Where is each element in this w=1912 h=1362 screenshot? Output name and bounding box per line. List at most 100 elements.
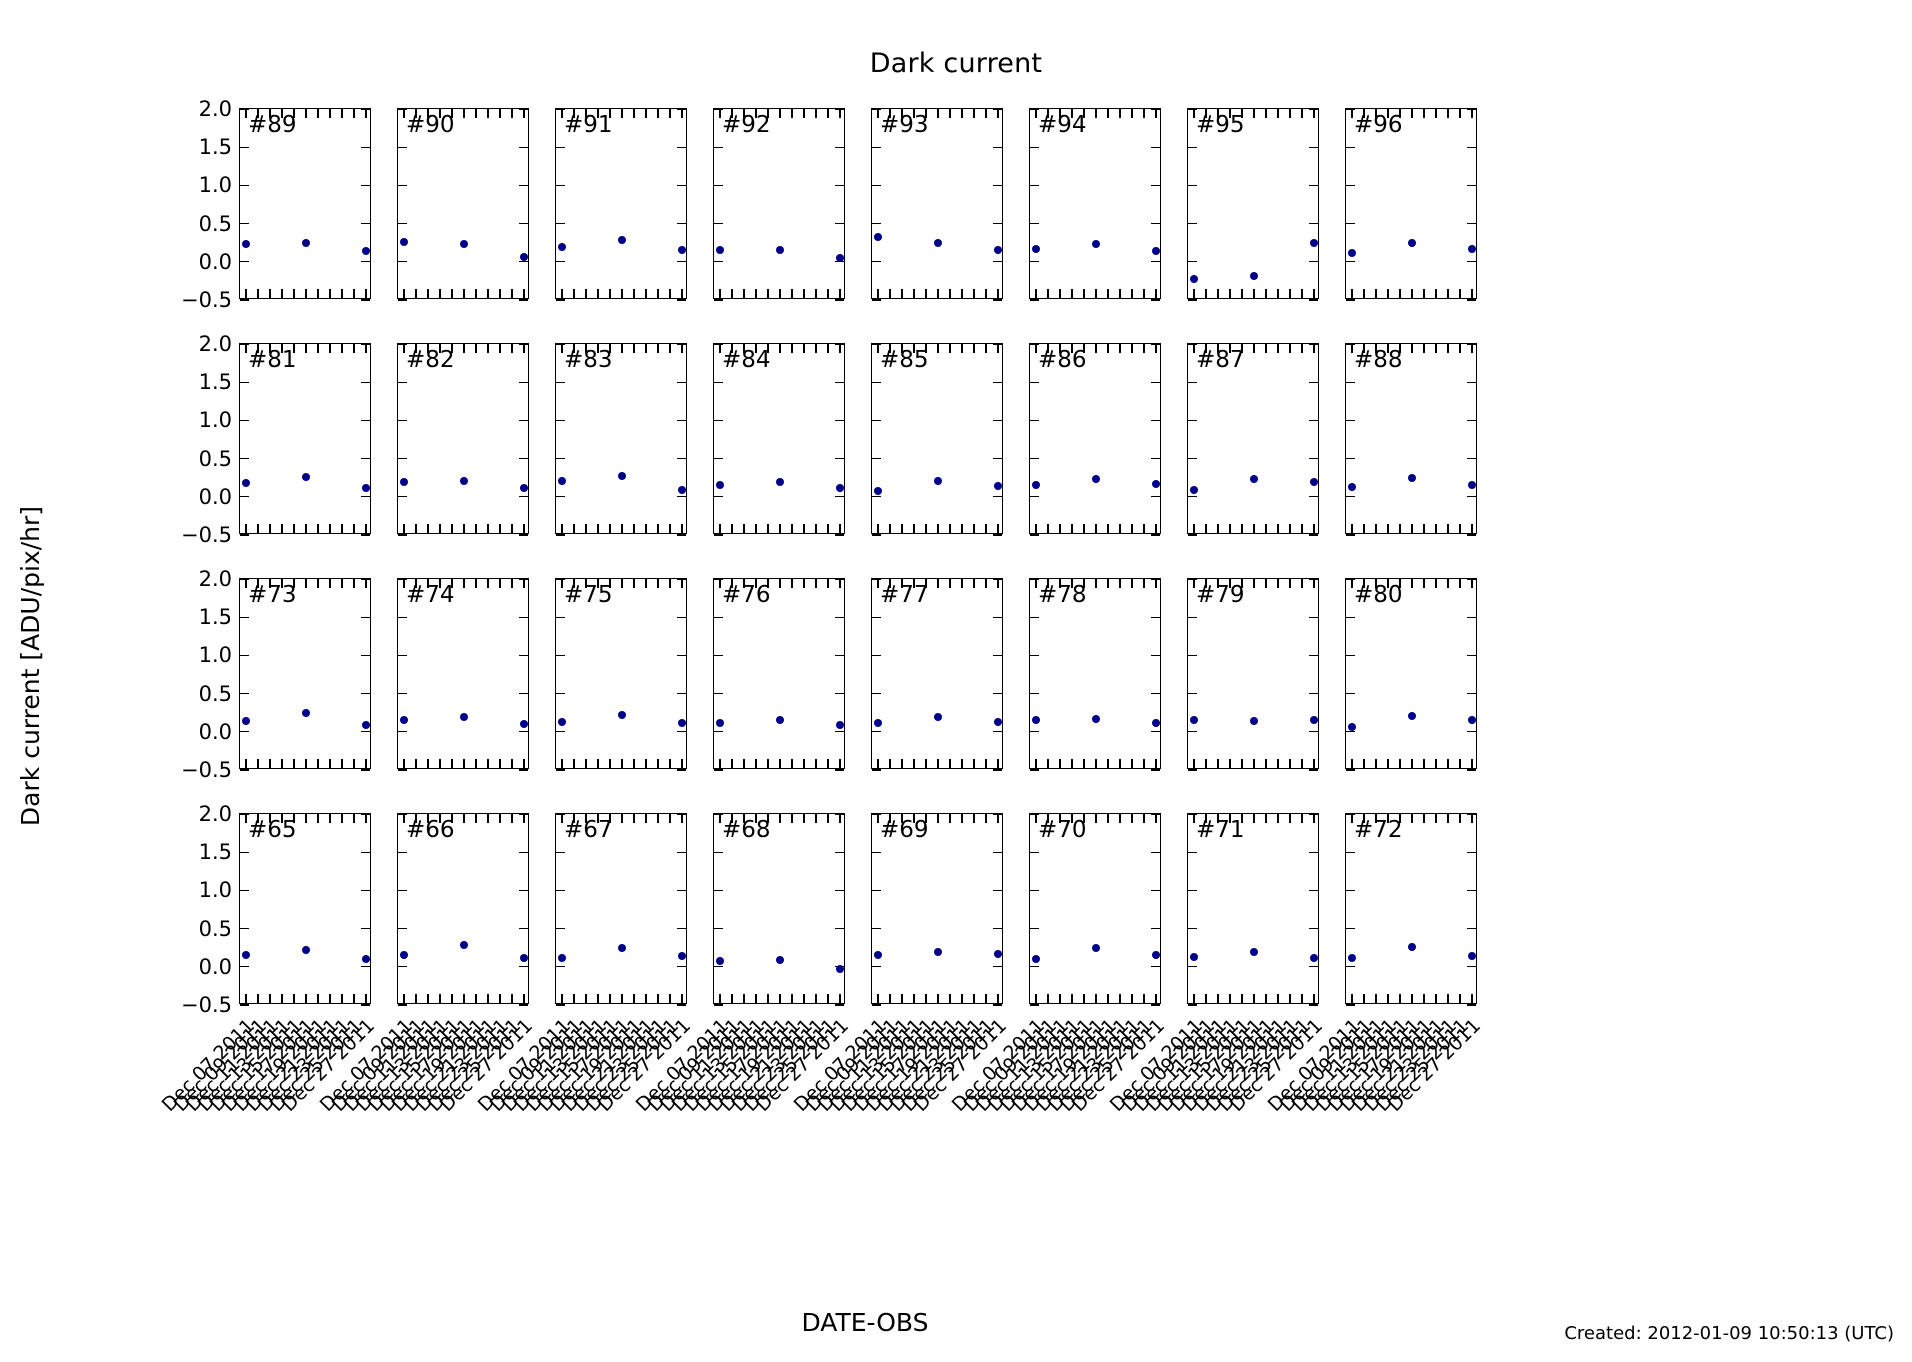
x-tick-mark xyxy=(719,759,721,768)
x-tick-mark xyxy=(329,994,331,1003)
y-tick-mark xyxy=(835,457,844,460)
x-tick-mark xyxy=(463,344,465,353)
x-tick-mark xyxy=(609,814,611,823)
y-tick-mark xyxy=(1188,966,1197,968)
y-tick-mark xyxy=(1030,146,1039,148)
x-tick-mark xyxy=(973,994,975,1003)
panel-label: #93 xyxy=(880,112,929,138)
x-tick-mark xyxy=(791,109,793,118)
y-tick-mark xyxy=(519,654,528,657)
x-tick-mark xyxy=(985,579,987,588)
x-tick-mark xyxy=(561,109,563,118)
y-tick-mark xyxy=(1188,457,1197,460)
x-tick-mark xyxy=(1289,814,1291,823)
y-tick-mark xyxy=(1467,419,1476,422)
x-tick-mark xyxy=(245,579,247,588)
y-tick-mark xyxy=(1030,1004,1039,1006)
y-tick-mark xyxy=(1309,457,1318,460)
y-tick-mark xyxy=(835,534,844,536)
x-tick-mark xyxy=(1253,814,1255,823)
subplot-panel-72: #72 Dec 07 2011 Dec 09 2011 Dec 11 2011 Dec … xyxy=(1263,813,1485,1116)
data-point xyxy=(1189,715,1198,724)
data-point xyxy=(873,719,882,728)
y-tick-mark xyxy=(556,381,565,383)
x-tick-mark xyxy=(1229,994,1231,1003)
y-tick-mark xyxy=(714,419,723,422)
x-tick-mark xyxy=(669,109,671,118)
x-tick-mark xyxy=(1241,814,1243,823)
x-tick-mark xyxy=(1143,994,1145,1003)
x-tick-mark xyxy=(1035,579,1037,588)
subplot-panel-86: #86 xyxy=(1029,343,1161,536)
x-tick-mark xyxy=(487,344,489,353)
x-tick-mark xyxy=(1071,344,1073,353)
x-tick-mark xyxy=(779,344,781,353)
panel-label: #78 xyxy=(1038,582,1087,608)
x-tick-mark xyxy=(1399,994,1401,1003)
y-tick-mark xyxy=(240,1004,249,1006)
plot-area xyxy=(240,344,371,533)
x-tick-mark xyxy=(281,344,283,353)
y-tick-mark xyxy=(1346,966,1355,968)
x-tick-mark xyxy=(353,524,355,533)
plot-area xyxy=(1346,579,1477,768)
x-tick-mark xyxy=(1193,579,1195,588)
x-tick-mark xyxy=(427,759,429,768)
x-tick-mark xyxy=(1423,344,1425,353)
panel-label: #91 xyxy=(564,112,613,138)
panel-label: #72 xyxy=(1354,817,1403,843)
x-tick-mark xyxy=(1351,814,1353,823)
x-tick-mark xyxy=(561,759,563,768)
x-tick-mark xyxy=(475,759,477,768)
x-tick-mark xyxy=(463,994,465,1003)
x-tick-mark xyxy=(1277,344,1279,353)
y-tick-mark xyxy=(1346,731,1355,733)
subplot-panel-78: #78 xyxy=(1029,578,1161,771)
x-tick-mark xyxy=(1447,289,1449,298)
x-tick-mark xyxy=(961,524,963,533)
x-tick-mark xyxy=(961,579,963,588)
x-tick-mark xyxy=(731,994,733,1003)
x-tick-mark xyxy=(1119,289,1121,298)
x-tick-mark xyxy=(365,289,367,298)
x-tick-mark xyxy=(365,524,367,533)
x-tick-mark xyxy=(1423,994,1425,1003)
x-tick-mark xyxy=(1131,289,1133,298)
x-tick-mark xyxy=(1277,814,1279,823)
x-tick-mark xyxy=(743,109,745,118)
subplot-panel-90: #90 xyxy=(397,108,529,301)
y-tick-mark xyxy=(519,184,528,187)
x-tick-mark xyxy=(633,814,635,823)
y-tick-mark xyxy=(361,381,370,383)
x-tick-mark xyxy=(1193,109,1195,118)
y-tick-mark xyxy=(1467,654,1476,657)
y-tick-mark xyxy=(872,222,881,225)
x-tick-mark xyxy=(997,109,999,118)
data-point xyxy=(241,479,250,488)
y-tick-mark xyxy=(1188,813,1197,815)
y-tick-mark xyxy=(240,616,249,618)
x-tick-mark xyxy=(889,814,891,823)
x-tick-mark xyxy=(633,109,635,118)
x-tick-mark xyxy=(767,344,769,353)
x-tick-mark xyxy=(1107,344,1109,353)
panel-label: #90 xyxy=(406,112,455,138)
y-tick-mark xyxy=(398,616,407,618)
x-tick-mark xyxy=(257,344,259,353)
x-tick-mark xyxy=(1205,814,1207,823)
y-tick-mark xyxy=(993,534,1002,536)
x-tick-mark xyxy=(1071,109,1073,118)
x-tick-mark xyxy=(1253,579,1255,588)
x-tick-mark xyxy=(1107,994,1109,1003)
x-tick-mark xyxy=(779,289,781,298)
x-tick-mark xyxy=(973,814,975,823)
x-tick-mark xyxy=(281,109,283,118)
x-tick-mark xyxy=(499,344,501,353)
x-tick-mark xyxy=(1229,579,1231,588)
y-tick-mark xyxy=(519,616,528,618)
x-tick-mark xyxy=(1095,344,1097,353)
data-point xyxy=(873,487,882,496)
y-tick-mark xyxy=(1151,496,1160,498)
x-tick-mark xyxy=(1095,814,1097,823)
x-tick-mark xyxy=(1193,524,1195,533)
